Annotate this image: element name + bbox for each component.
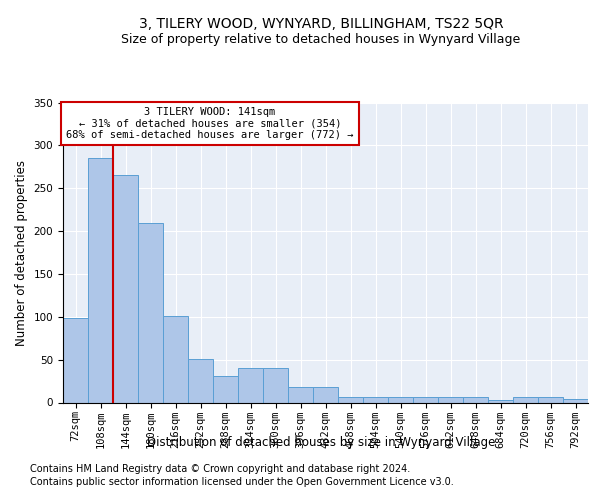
Bar [388, 396, 413, 402]
Text: Size of property relative to detached houses in Wynyard Village: Size of property relative to detached ho… [121, 32, 521, 46]
Bar [488, 400, 513, 402]
Text: Contains HM Land Registry data © Crown copyright and database right 2024.: Contains HM Land Registry data © Crown c… [30, 464, 410, 474]
Bar [138, 222, 163, 402]
Bar [413, 396, 438, 402]
Bar [363, 398, 388, 402]
Text: Distribution of detached houses by size in Wynyard Village: Distribution of detached houses by size … [147, 436, 495, 449]
Bar [213, 376, 238, 402]
Bar [288, 387, 313, 402]
Bar [338, 396, 363, 402]
Bar [463, 396, 488, 402]
Bar [313, 387, 338, 402]
Text: 3, TILERY WOOD, WYNYARD, BILLINGHAM, TS22 5QR: 3, TILERY WOOD, WYNYARD, BILLINGHAM, TS2… [139, 18, 503, 32]
Bar [188, 359, 213, 403]
Text: Contains public sector information licensed under the Open Government Licence v3: Contains public sector information licen… [30, 477, 454, 487]
Bar [263, 368, 288, 402]
Bar [163, 316, 188, 402]
Bar [88, 158, 113, 402]
Bar [238, 368, 263, 402]
Bar [513, 398, 538, 402]
Bar [113, 176, 138, 402]
Bar [63, 318, 88, 402]
Bar [563, 399, 588, 402]
Bar [538, 398, 563, 402]
Y-axis label: Number of detached properties: Number of detached properties [15, 160, 28, 346]
Bar [438, 396, 463, 402]
Text: 3 TILERY WOOD: 141sqm
← 31% of detached houses are smaller (354)
68% of semi-det: 3 TILERY WOOD: 141sqm ← 31% of detached … [66, 107, 354, 140]
